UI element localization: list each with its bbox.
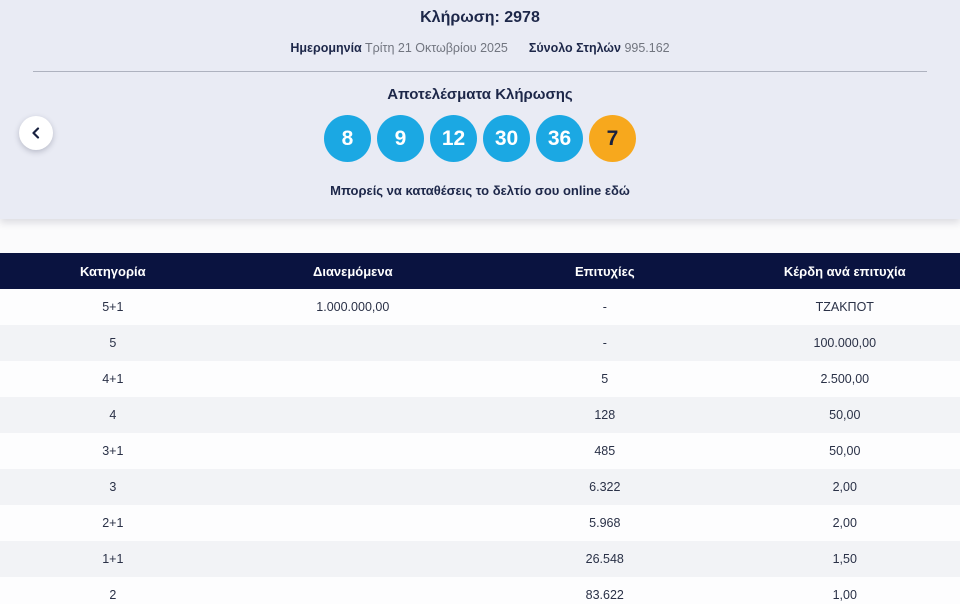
table-row: 3 6.322 2,00: [0, 469, 960, 505]
table-cell: 83.622: [585, 588, 624, 602]
winnings-table-header: Κατηγορία Διανεμόμενα Επιτυχίες Κέρδη αν…: [0, 253, 960, 289]
results-title: Αποτελέσματα Κλήρωσης: [387, 86, 573, 103]
table-cell: [226, 325, 480, 361]
table-row: 4 128 50,00: [0, 397, 960, 433]
column-header-distributed: Διανεμόμενα: [225, 253, 480, 289]
winnings-table: Κατηγορία Διανεμόμενα Επιτυχίες Κέρδη αν…: [0, 253, 960, 604]
table-cell: 1,00: [832, 588, 857, 602]
table-cell: 1,50: [832, 552, 857, 566]
column-header-prize: Κέρδη ανά επιτυχία: [729, 253, 960, 289]
table-cell: 100.000,00: [813, 336, 877, 350]
section-spacer: [0, 219, 960, 253]
table-cell: 3+1: [102, 444, 124, 458]
date-value: Τρίτη 21 Οκτωβρίου 2025: [364, 41, 508, 55]
chevron-left-icon: [31, 127, 41, 139]
table-cell: 2,00: [832, 480, 857, 494]
table-cell: 26.548: [585, 552, 624, 566]
table-cell: [226, 505, 480, 541]
table-cell: -: [602, 336, 607, 350]
previous-draw-button[interactable]: [19, 116, 53, 150]
table-cell: 5+1: [102, 300, 124, 314]
column-header-winners: Επιτυχίες: [479, 253, 730, 289]
table-cell: 128: [594, 408, 616, 422]
drawn-number-ball: 36: [536, 115, 583, 162]
total-columns-label: Σύνολο Στηλών: [528, 41, 621, 55]
table-cell: 1.000.000,00: [316, 300, 390, 314]
table-cell: 3: [109, 480, 117, 494]
table-row: 3+1 485 50,00: [0, 433, 960, 469]
table-cell: [226, 469, 480, 505]
table-cell: 5: [601, 372, 609, 386]
table-cell: 2,00: [832, 516, 857, 530]
table-cell: 2: [109, 588, 117, 602]
table-cell: [226, 577, 480, 604]
table-cell: 4+1: [102, 372, 124, 386]
table-cell: ΤΖΑΚΠΟΤ: [815, 300, 874, 314]
draw-meta-line: Ημερομηνία Τρίτη 21 Οκτωβρίου 2025 Σύνολ…: [0, 41, 960, 55]
table-cell: [226, 541, 480, 577]
drawn-number-ball: 30: [483, 115, 530, 162]
table-row: 5 - 100.000,00: [0, 325, 960, 361]
table-cell: 6.322: [589, 480, 621, 494]
table-cell: 50,00: [829, 408, 861, 422]
table-cell: 485: [594, 444, 616, 458]
table-cell: 2+1: [102, 516, 124, 530]
drawn-numbers-row: 8 9 12 30 36 7: [0, 115, 960, 162]
online-deposit-link[interactable]: Μπορείς να καταθέσεις το δελτίο σου onli…: [330, 183, 630, 198]
table-cell: 2.500,00: [820, 372, 870, 386]
winnings-table-body: 5+1 1.000.000,00 - ΤΖΑΚΠΟΤ 5 - 100.000,0…: [0, 289, 960, 604]
table-cell: [226, 433, 480, 469]
drawn-number-ball: 12: [430, 115, 477, 162]
table-row: 5+1 1.000.000,00 - ΤΖΑΚΠΟΤ: [0, 289, 960, 325]
drawn-number-ball: 9: [377, 115, 424, 162]
table-cell: 5: [109, 336, 117, 350]
table-cell: 4: [109, 408, 117, 422]
table-cell: [226, 361, 480, 397]
table-cell: 1+1: [102, 552, 124, 566]
table-row: 2+1 5.968 2,00: [0, 505, 960, 541]
table-cell: 50,00: [829, 444, 861, 458]
total-columns-value: 995.162: [624, 41, 670, 55]
column-header-category: Κατηγορία: [0, 253, 226, 289]
joker-number-ball: 7: [589, 115, 636, 162]
table-cell: -: [602, 300, 607, 314]
header-divider: [33, 71, 927, 72]
date-label: Ημερομηνία: [290, 41, 362, 55]
table-row: 2 83.622 1,00: [0, 577, 960, 604]
table-row: 4+1 5 2.500,00: [0, 361, 960, 397]
draw-number-title: Κλήρωση: 2978: [420, 9, 540, 26]
drawn-number-ball: 8: [324, 115, 371, 162]
table-cell: 5.968: [589, 516, 621, 530]
table-header-row: Κατηγορία Διανεμόμενα Επιτυχίες Κέρδη αν…: [0, 253, 960, 289]
table-row: 1+1 26.548 1,50: [0, 541, 960, 577]
draw-results-section: Κλήρωση: 2978 Ημερομηνία Τρίτη 21 Οκτωβρ…: [0, 0, 960, 219]
table-cell: [226, 397, 480, 433]
